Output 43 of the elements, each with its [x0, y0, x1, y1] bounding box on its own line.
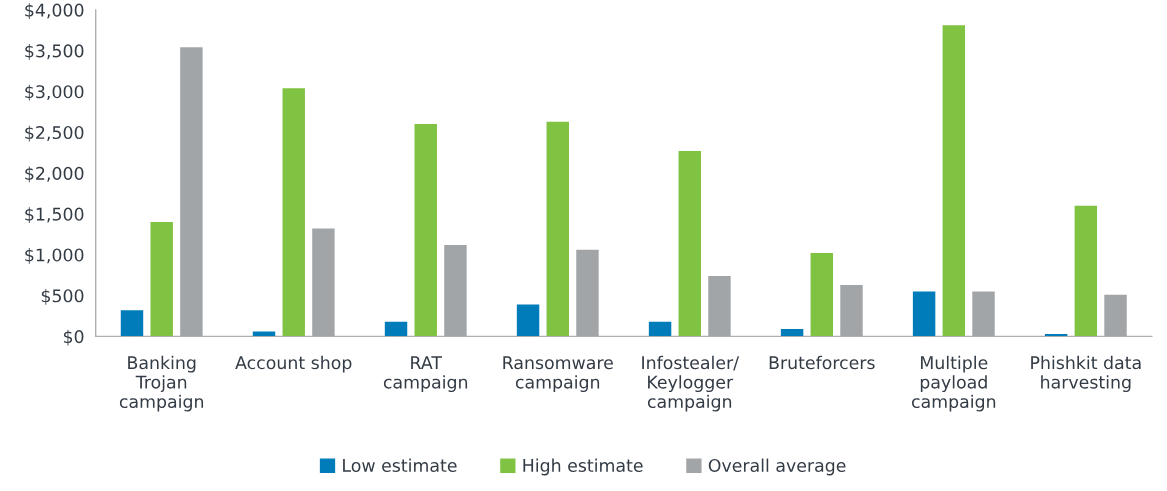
x-tick-label: Bruteforcers	[769, 355, 875, 370]
bar	[1074, 205, 1098, 337]
bar	[252, 331, 276, 337]
bar	[180, 47, 203, 337]
bar	[312, 228, 335, 337]
legend-label: Low estimate	[343, 458, 457, 473]
bar	[1104, 294, 1127, 337]
x-tick-label: Phishkit data harvesting	[1031, 355, 1141, 393]
y-tick-label: $1,500	[25, 207, 84, 224]
bar	[912, 291, 936, 337]
bar	[384, 321, 408, 337]
bar	[708, 275, 731, 337]
y-tick-label: $2,000	[25, 166, 84, 183]
bar	[282, 88, 305, 337]
y-tick-label: $3,000	[25, 84, 84, 101]
bar	[516, 304, 540, 337]
bar	[810, 253, 834, 337]
bar	[780, 328, 804, 337]
y-tick-label: $4,000	[25, 3, 84, 19]
bar	[444, 244, 467, 337]
bar	[972, 291, 995, 337]
y-tick-label: $500	[41, 288, 84, 305]
x-tick-label: Banking Trojan campaign	[119, 355, 204, 412]
bar	[840, 284, 863, 337]
legend-label: High estimate	[523, 458, 643, 476]
bar	[150, 222, 173, 337]
x-tick-label: Multiple payload campaign	[911, 355, 996, 412]
x-tick-label: Account shop	[235, 355, 352, 373]
y-tick-label: $0	[63, 329, 84, 346]
x-tick-label: Infostealer/ Keylogger campaign	[642, 355, 740, 412]
bar	[414, 124, 437, 337]
bar	[546, 121, 569, 337]
y-tick-label: $2,500	[25, 125, 84, 142]
legend-label: Overall average	[708, 458, 846, 476]
y-tick-label: $3,500	[25, 44, 84, 60]
bar	[942, 25, 966, 337]
bar	[678, 151, 701, 337]
bar	[120, 310, 144, 337]
y-tick-label: $1,000	[25, 248, 84, 264]
bar	[576, 249, 599, 337]
x-tick-label: Ransomware campaign	[503, 356, 613, 393]
bar	[648, 321, 672, 337]
x-tick-label: RAT campaign	[383, 356, 468, 393]
